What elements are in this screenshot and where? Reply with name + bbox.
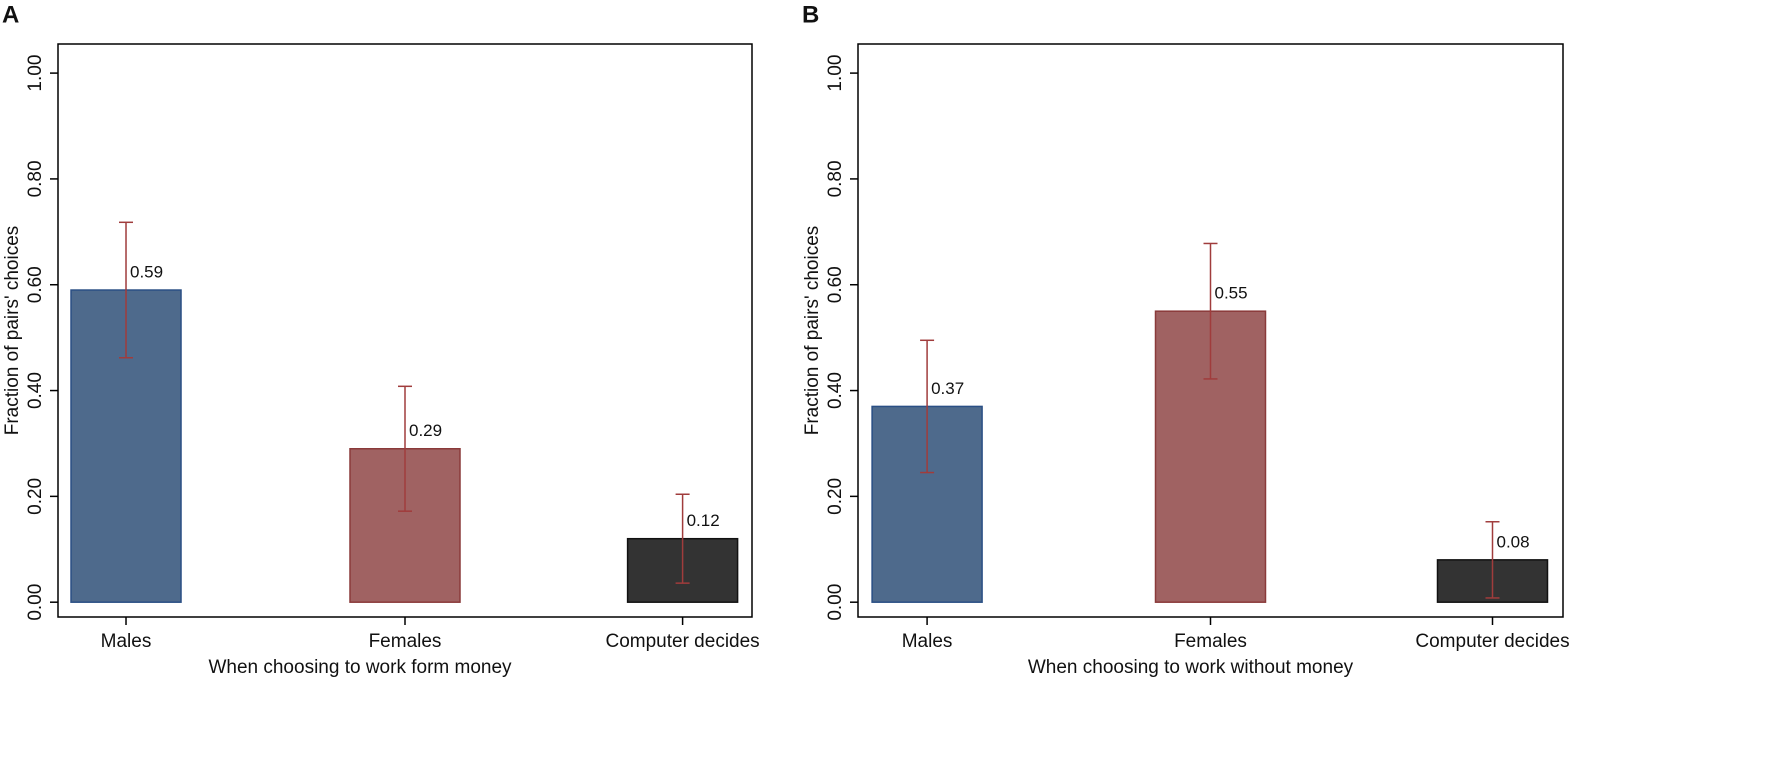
y-tick-label: 0.00 xyxy=(825,584,846,621)
x-tick-label: Computer decides xyxy=(1415,631,1569,652)
y-tick-label: 0.80 xyxy=(25,160,46,197)
value-label: 0.12 xyxy=(687,511,720,530)
value-label: 0.55 xyxy=(1215,284,1248,303)
y-tick-label: 0.00 xyxy=(25,584,46,621)
y-tick-label: 0.80 xyxy=(825,160,846,197)
x-axis-label: When choosing to work form money xyxy=(208,657,512,678)
x-tick-label: Females xyxy=(369,631,442,652)
panel-label: B xyxy=(802,1,819,28)
value-label: 0.29 xyxy=(409,421,442,440)
y-tick-label: 0.60 xyxy=(25,266,46,303)
panel-label: A xyxy=(2,1,19,28)
value-label: 0.08 xyxy=(1497,532,1530,551)
y-tick-label: 1.00 xyxy=(25,55,46,92)
y-tick-label: 0.20 xyxy=(825,478,846,515)
y-axis-label: Fraction of pairs' choices xyxy=(802,226,823,436)
y-tick-label: 0.40 xyxy=(25,372,46,409)
x-tick-label: Males xyxy=(902,631,953,652)
value-label: 0.37 xyxy=(931,379,964,398)
x-tick-label: Computer decides xyxy=(605,631,759,652)
x-axis-label: When choosing to work without money xyxy=(1028,657,1354,678)
y-tick-label: 1.00 xyxy=(825,55,846,92)
value-label: 0.59 xyxy=(130,263,163,282)
y-tick-label: 0.60 xyxy=(825,266,846,303)
x-tick-label: Females xyxy=(1174,631,1247,652)
y-tick-label: 0.20 xyxy=(25,478,46,515)
y-tick-label: 0.40 xyxy=(825,372,846,409)
x-tick-label: Males xyxy=(101,631,152,652)
y-axis-label: Fraction of pairs' choices xyxy=(2,226,23,436)
